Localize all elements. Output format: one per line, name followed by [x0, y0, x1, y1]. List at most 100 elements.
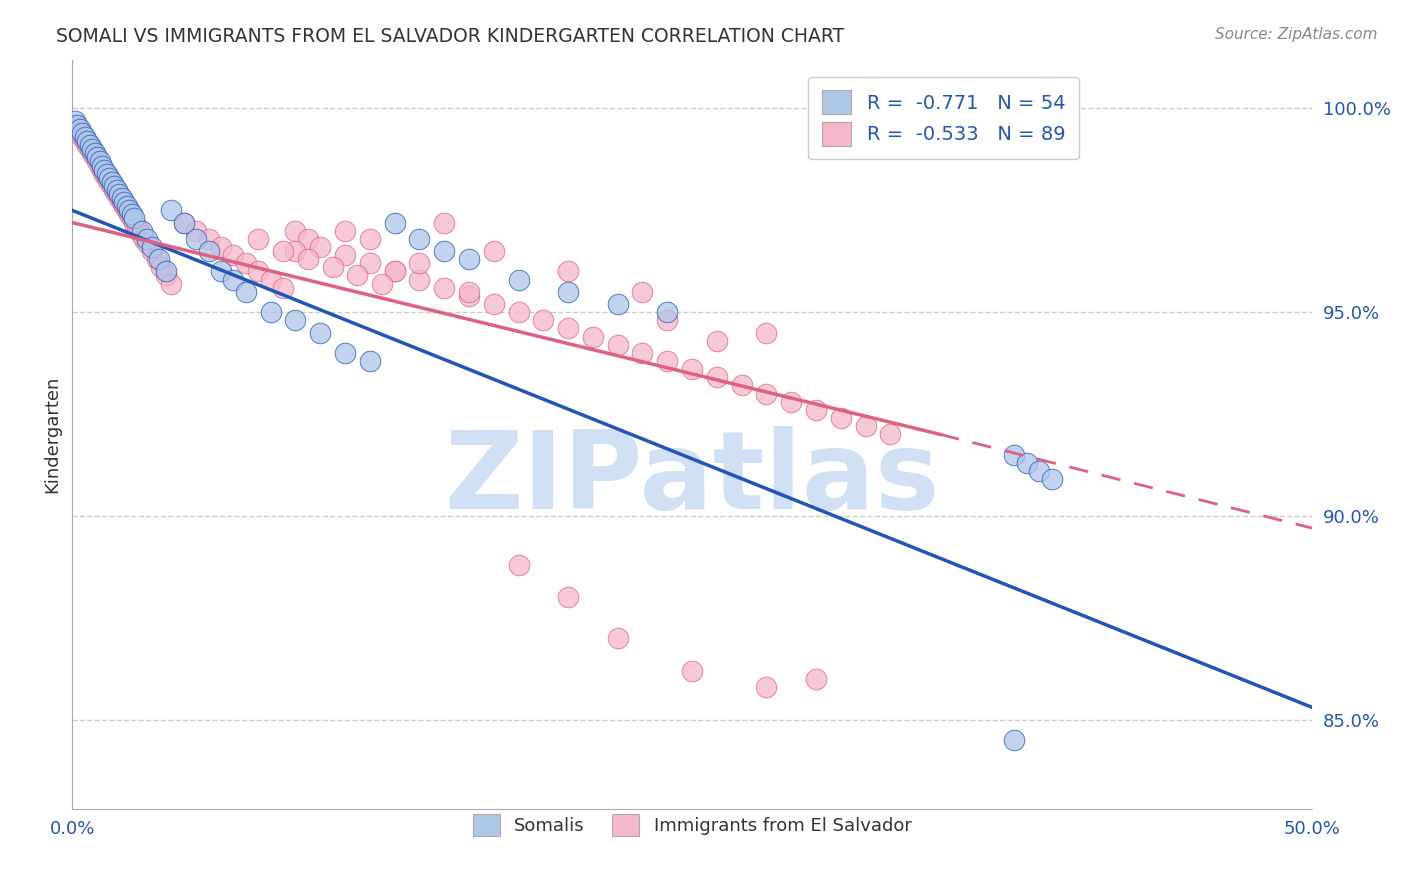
- Point: [384, 215, 406, 229]
- Point: [111, 195, 134, 210]
- Point: [235, 285, 257, 299]
- Point: [76, 138, 98, 153]
- Point: [83, 150, 105, 164]
- Point: [284, 244, 307, 258]
- Point: [80, 146, 103, 161]
- Point: [160, 277, 183, 291]
- Point: [408, 272, 430, 286]
- Point: [508, 272, 530, 286]
- Point: [73, 130, 96, 145]
- Point: [66, 121, 89, 136]
- Point: [371, 277, 394, 291]
- Point: [830, 411, 852, 425]
- Point: [222, 272, 245, 286]
- Point: [98, 175, 121, 189]
- Point: [148, 252, 170, 267]
- Point: [197, 244, 219, 258]
- Point: [118, 203, 141, 218]
- Point: [582, 329, 605, 343]
- Point: [557, 285, 579, 299]
- Point: [91, 162, 114, 177]
- Point: [557, 264, 579, 278]
- Point: [433, 215, 456, 229]
- Point: [297, 232, 319, 246]
- Point: [155, 268, 177, 283]
- Point: [145, 252, 167, 267]
- Point: [879, 427, 901, 442]
- Point: [606, 337, 628, 351]
- Point: [93, 167, 115, 181]
- Point: [66, 118, 89, 132]
- Point: [333, 224, 356, 238]
- Point: [1002, 448, 1025, 462]
- Point: [112, 199, 135, 213]
- Point: [121, 211, 143, 226]
- Point: [111, 191, 134, 205]
- Point: [333, 346, 356, 360]
- Point: [101, 178, 124, 193]
- Point: [91, 159, 114, 173]
- Point: [1040, 472, 1063, 486]
- Point: [606, 297, 628, 311]
- Point: [173, 215, 195, 229]
- Point: [173, 215, 195, 229]
- Point: [259, 305, 281, 319]
- Point: [79, 138, 101, 153]
- Point: [135, 232, 157, 246]
- Point: [333, 248, 356, 262]
- Point: [235, 256, 257, 270]
- Point: [804, 672, 827, 686]
- Point: [86, 150, 108, 164]
- Point: [706, 370, 728, 384]
- Point: [108, 187, 131, 202]
- Point: [482, 244, 505, 258]
- Point: [89, 154, 111, 169]
- Text: SOMALI VS IMMIGRANTS FROM EL SALVADOR KINDERGARTEN CORRELATION CHART: SOMALI VS IMMIGRANTS FROM EL SALVADOR KI…: [56, 27, 845, 45]
- Point: [433, 281, 456, 295]
- Point: [384, 264, 406, 278]
- Point: [631, 346, 654, 360]
- Point: [359, 256, 381, 270]
- Point: [1015, 456, 1038, 470]
- Point: [458, 252, 481, 267]
- Point: [297, 252, 319, 267]
- Point: [103, 183, 125, 197]
- Point: [755, 386, 778, 401]
- Y-axis label: Kindergarten: Kindergarten: [44, 376, 60, 493]
- Point: [1002, 732, 1025, 747]
- Point: [96, 170, 118, 185]
- Point: [482, 297, 505, 311]
- Point: [657, 354, 679, 368]
- Point: [408, 232, 430, 246]
- Point: [141, 240, 163, 254]
- Point: [63, 113, 86, 128]
- Point: [186, 224, 208, 238]
- Point: [271, 281, 294, 295]
- Point: [433, 244, 456, 258]
- Point: [89, 159, 111, 173]
- Point: [103, 178, 125, 193]
- Point: [681, 362, 703, 376]
- Point: [408, 256, 430, 270]
- Point: [155, 264, 177, 278]
- Point: [86, 154, 108, 169]
- Point: [135, 235, 157, 250]
- Point: [508, 305, 530, 319]
- Point: [284, 224, 307, 238]
- Point: [122, 211, 145, 226]
- Point: [105, 187, 128, 202]
- Point: [63, 118, 86, 132]
- Point: [93, 162, 115, 177]
- Point: [73, 134, 96, 148]
- Point: [115, 203, 138, 218]
- Point: [122, 215, 145, 229]
- Point: [681, 664, 703, 678]
- Point: [309, 326, 332, 340]
- Point: [186, 232, 208, 246]
- Point: [657, 313, 679, 327]
- Point: [557, 321, 579, 335]
- Point: [70, 130, 93, 145]
- Point: [115, 199, 138, 213]
- Point: [247, 264, 270, 278]
- Point: [730, 378, 752, 392]
